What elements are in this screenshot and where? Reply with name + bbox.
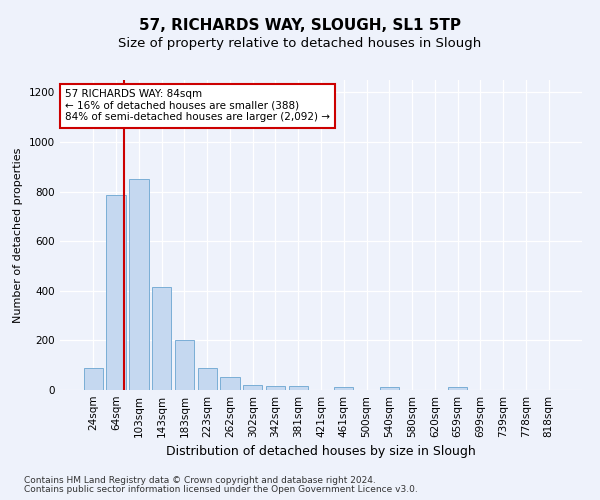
Text: Contains HM Land Registry data © Crown copyright and database right 2024.: Contains HM Land Registry data © Crown c…: [24, 476, 376, 485]
Bar: [197, 368, 217, 390]
Bar: [175, 340, 194, 390]
Bar: [106, 196, 126, 390]
Bar: [334, 387, 353, 390]
Text: 57 RICHARDS WAY: 84sqm
← 16% of detached houses are smaller (388)
84% of semi-de: 57 RICHARDS WAY: 84sqm ← 16% of detached…: [65, 90, 330, 122]
Y-axis label: Number of detached properties: Number of detached properties: [13, 148, 23, 322]
Bar: [289, 386, 308, 390]
Text: Contains public sector information licensed under the Open Government Licence v3: Contains public sector information licen…: [24, 485, 418, 494]
Bar: [266, 386, 285, 390]
Bar: [243, 384, 262, 390]
Bar: [380, 387, 399, 390]
Text: 57, RICHARDS WAY, SLOUGH, SL1 5TP: 57, RICHARDS WAY, SLOUGH, SL1 5TP: [139, 18, 461, 32]
Bar: [84, 368, 103, 390]
Bar: [152, 287, 172, 390]
Bar: [448, 387, 467, 390]
X-axis label: Distribution of detached houses by size in Slough: Distribution of detached houses by size …: [166, 446, 476, 458]
Bar: [220, 377, 239, 390]
Text: Size of property relative to detached houses in Slough: Size of property relative to detached ho…: [118, 38, 482, 51]
Bar: [129, 179, 149, 390]
